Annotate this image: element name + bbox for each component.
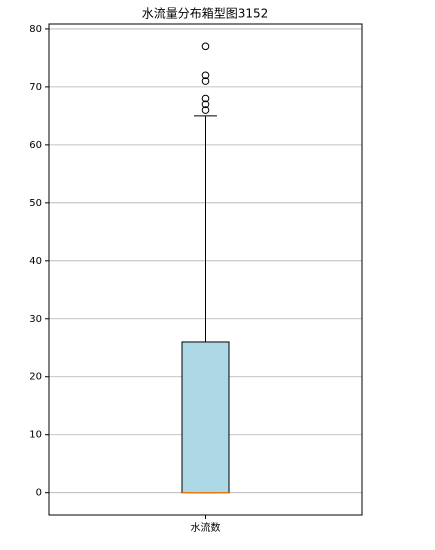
y-tick-label: 20	[29, 372, 42, 383]
y-tick-label: 30	[29, 314, 42, 325]
outlier	[201, 106, 210, 114]
chart-title: 水流量分布箱型图3152	[142, 6, 269, 21]
y-tick-label: 80	[29, 24, 42, 35]
outlier	[201, 77, 210, 85]
y-tick-label: 40	[29, 256, 42, 267]
y-tick-label: 50	[29, 198, 42, 209]
y-tick-label: 70	[29, 82, 42, 93]
box	[181, 341, 230, 494]
y-tick-label: 60	[29, 140, 42, 151]
outlier	[201, 42, 210, 51]
outlier	[201, 100, 210, 109]
x-tick-label: 水流数	[191, 521, 221, 534]
y-tick-label: 10	[29, 430, 42, 441]
plot-frame	[48, 23, 363, 516]
y-tick-label: 0	[36, 488, 42, 499]
outlier	[201, 71, 210, 80]
outlier	[201, 94, 210, 103]
